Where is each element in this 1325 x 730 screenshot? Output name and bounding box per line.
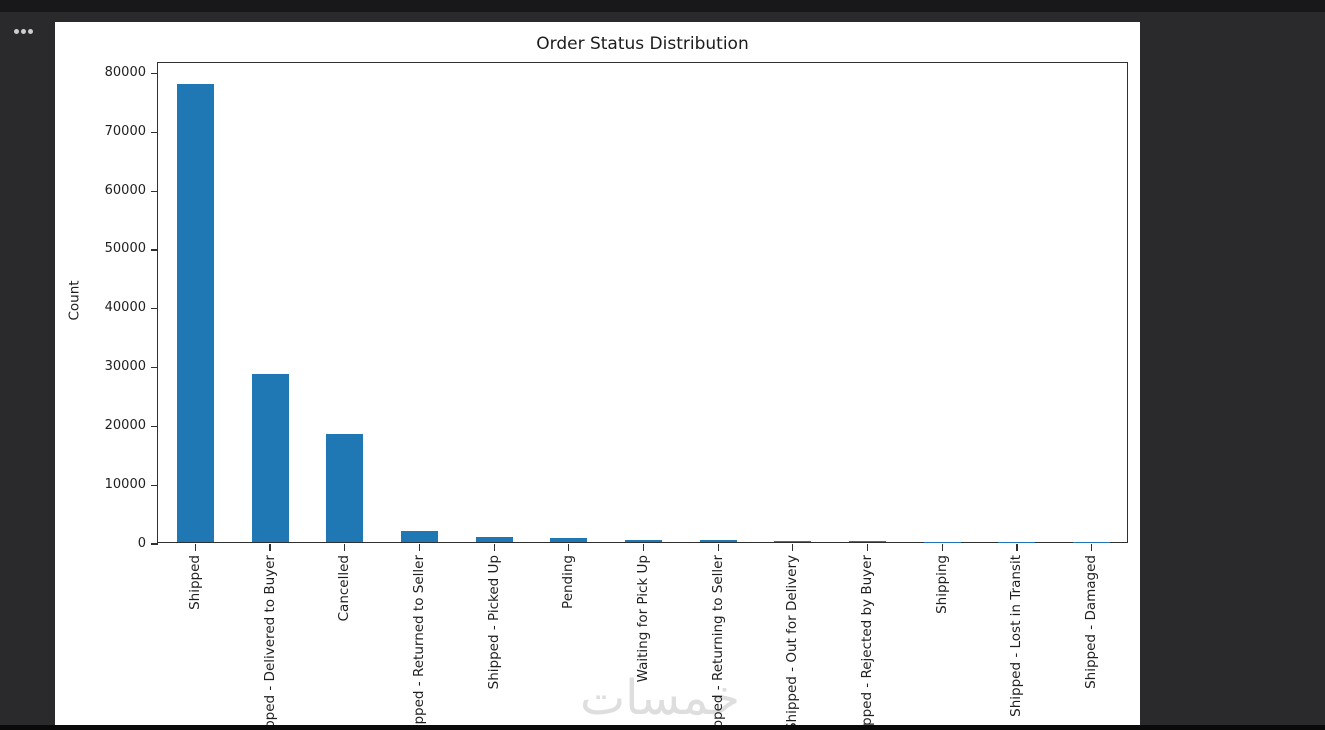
y-tick-mark	[151, 543, 158, 545]
x-tick-label: Shipped - Rejected by Buyer	[859, 555, 876, 727]
x-tick-mark	[642, 544, 645, 551]
y-tick-label: 30000	[104, 359, 146, 375]
bar-7	[625, 540, 662, 542]
x-tick-mark	[194, 544, 196, 551]
ellipsis-dot	[21, 29, 26, 34]
x-tick-label: Shipped - Returning to Seller	[709, 555, 726, 727]
window-top-bar	[0, 0, 1325, 12]
x-tick-label: Waiting for Pick Up	[635, 555, 651, 683]
bar-10	[849, 541, 887, 542]
y-tick-label: 0	[137, 535, 146, 551]
bar-2	[251, 373, 289, 542]
x-tick-mark	[269, 544, 271, 551]
bar-5	[475, 536, 513, 542]
x-tick-label: Shipped	[186, 555, 203, 610]
x-tick-mark	[792, 544, 794, 551]
x-tick-label: Shipped - Out for Delivery	[784, 555, 801, 727]
x-tick-mark	[941, 544, 943, 551]
y-axis-label: Count	[66, 280, 83, 321]
window-bottom-bar	[0, 725, 1325, 730]
x-tick-mark	[418, 544, 420, 551]
bar-6	[550, 537, 588, 542]
x-tick-mark	[568, 544, 570, 551]
y-tick-label: 70000	[104, 123, 146, 139]
watermark: خمسات	[579, 670, 741, 726]
x-tick-label: Cancelled	[336, 555, 353, 622]
x-tick-label: Shipping	[933, 555, 950, 614]
y-tick-mark	[151, 366, 158, 369]
x-tick-mark	[717, 544, 719, 551]
y-tick-mark	[151, 72, 158, 75]
y-tick-label: 50000	[104, 241, 146, 257]
y-tick-label: 40000	[104, 300, 146, 316]
y-tick-label: 80000	[104, 65, 146, 81]
plot-area: 0 10000 20000 30000 40000 50000 60000 70000 8000…	[105, 62, 1128, 727]
y-tick-mark	[151, 131, 158, 133]
bar-4	[400, 531, 438, 542]
y-tick-label: 60000	[104, 182, 146, 198]
bar-3	[326, 434, 364, 542]
x-tick-label: Pending	[560, 555, 577, 609]
x-tick-mark	[1016, 544, 1018, 551]
x-tick-mark	[493, 544, 495, 551]
x-tick-label: Shipped - Damaged	[1083, 555, 1100, 689]
ellipsis-dot	[14, 29, 19, 34]
chart-title: Order Status Distribution	[536, 34, 749, 54]
y-tick-mark	[151, 190, 158, 192]
x-tick-mark	[866, 544, 869, 551]
y-tick-label: 10000	[104, 476, 146, 492]
x-tick-label: Shipped - Lost in Transit	[1008, 555, 1025, 717]
y-tick-mark	[151, 308, 158, 310]
bar-1	[176, 83, 214, 542]
y-tick-mark	[151, 484, 158, 486]
x-tick-mark	[1091, 544, 1093, 551]
more-options-icon[interactable]	[14, 29, 33, 34]
chart-figure: خمسات Order Status Distribution Count 0 1…	[55, 22, 1140, 727]
y-tick-mark	[151, 425, 158, 427]
x-tick-mark	[344, 544, 346, 551]
bar-8	[699, 540, 737, 542]
x-tick-label: Shipped - Delivered to Buyer	[261, 555, 278, 727]
bar-9	[774, 541, 812, 542]
y-tick-mark	[151, 249, 158, 251]
x-tick-label: Shipped - Picked Up	[485, 555, 502, 690]
x-tick-label: Shipped - Returned to Seller	[410, 555, 427, 727]
y-tick-label: 20000	[104, 417, 146, 433]
ellipsis-dot	[28, 29, 33, 34]
